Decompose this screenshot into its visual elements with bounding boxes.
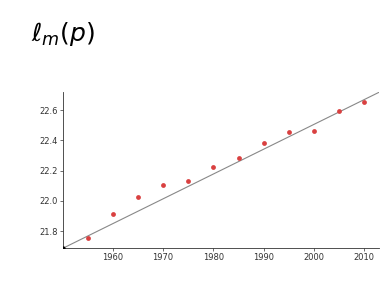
Point (311, 129, 317, 134)
Point (235, 156, 242, 160)
Point (361, 100, 367, 104)
Point (110, 211, 116, 216)
Point (135, 195, 141, 199)
Point (160, 183, 166, 187)
Text: $\ell_m(p)$: $\ell_m(p)$ (31, 20, 95, 48)
Point (210, 165, 217, 169)
Point (286, 130, 292, 134)
Point (185, 179, 191, 183)
Point (84, 236, 91, 240)
Point (336, 109, 342, 113)
Point (260, 141, 267, 145)
